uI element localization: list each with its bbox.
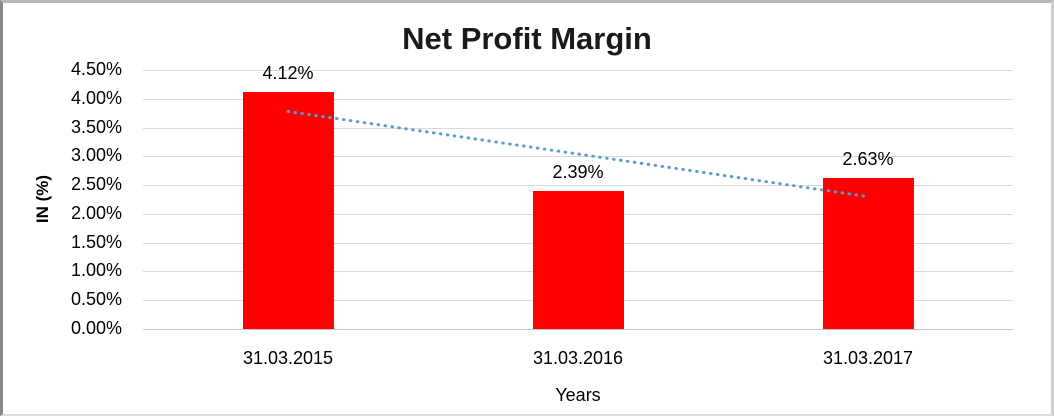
- x-tick-label: 31.03.2017: [822, 348, 914, 368]
- x-axis-line: [143, 329, 1013, 330]
- gridline: [143, 156, 1013, 158]
- y-tick-label: 2.00%: [70, 202, 122, 223]
- trendline[interactable]: [286, 109, 870, 199]
- y-tick-label: 0.50%: [70, 289, 122, 310]
- bar-data-label: 4.12%: [262, 62, 314, 83]
- bar-data-label: 2.63%: [842, 148, 894, 169]
- bar-data-label: 2.39%: [552, 162, 604, 183]
- x-axis-title: Years: [555, 385, 601, 405]
- bar[interactable]: [532, 191, 624, 329]
- y-tick-label: 2.50%: [70, 174, 122, 195]
- y-tick-label: 3.50%: [70, 116, 122, 137]
- x-tick-label: 31.03.2016: [532, 348, 624, 368]
- y-tick-label: 1.50%: [70, 231, 122, 252]
- y-tick-label: 0.00%: [70, 318, 122, 338]
- bar[interactable]: [822, 177, 914, 329]
- gridline: [143, 127, 1013, 129]
- gridline: [143, 98, 1013, 100]
- y-tick-label: 4.50%: [70, 59, 122, 79]
- trendline-layer: [286, 109, 870, 199]
- gridline: [143, 70, 1013, 71]
- y-tick-label: 3.00%: [70, 145, 122, 166]
- chart-title: Net Profit Margin: [402, 21, 652, 56]
- x-tick-label: 31.03.2015: [242, 348, 334, 368]
- gridline: [143, 185, 1013, 187]
- plot-area: 4.12% 2.39% 2.63%: [143, 63, 1013, 330]
- y-tick-label: 4.00%: [70, 87, 122, 108]
- y-tick-label: 1.00%: [70, 260, 122, 281]
- bar[interactable]: [242, 91, 334, 329]
